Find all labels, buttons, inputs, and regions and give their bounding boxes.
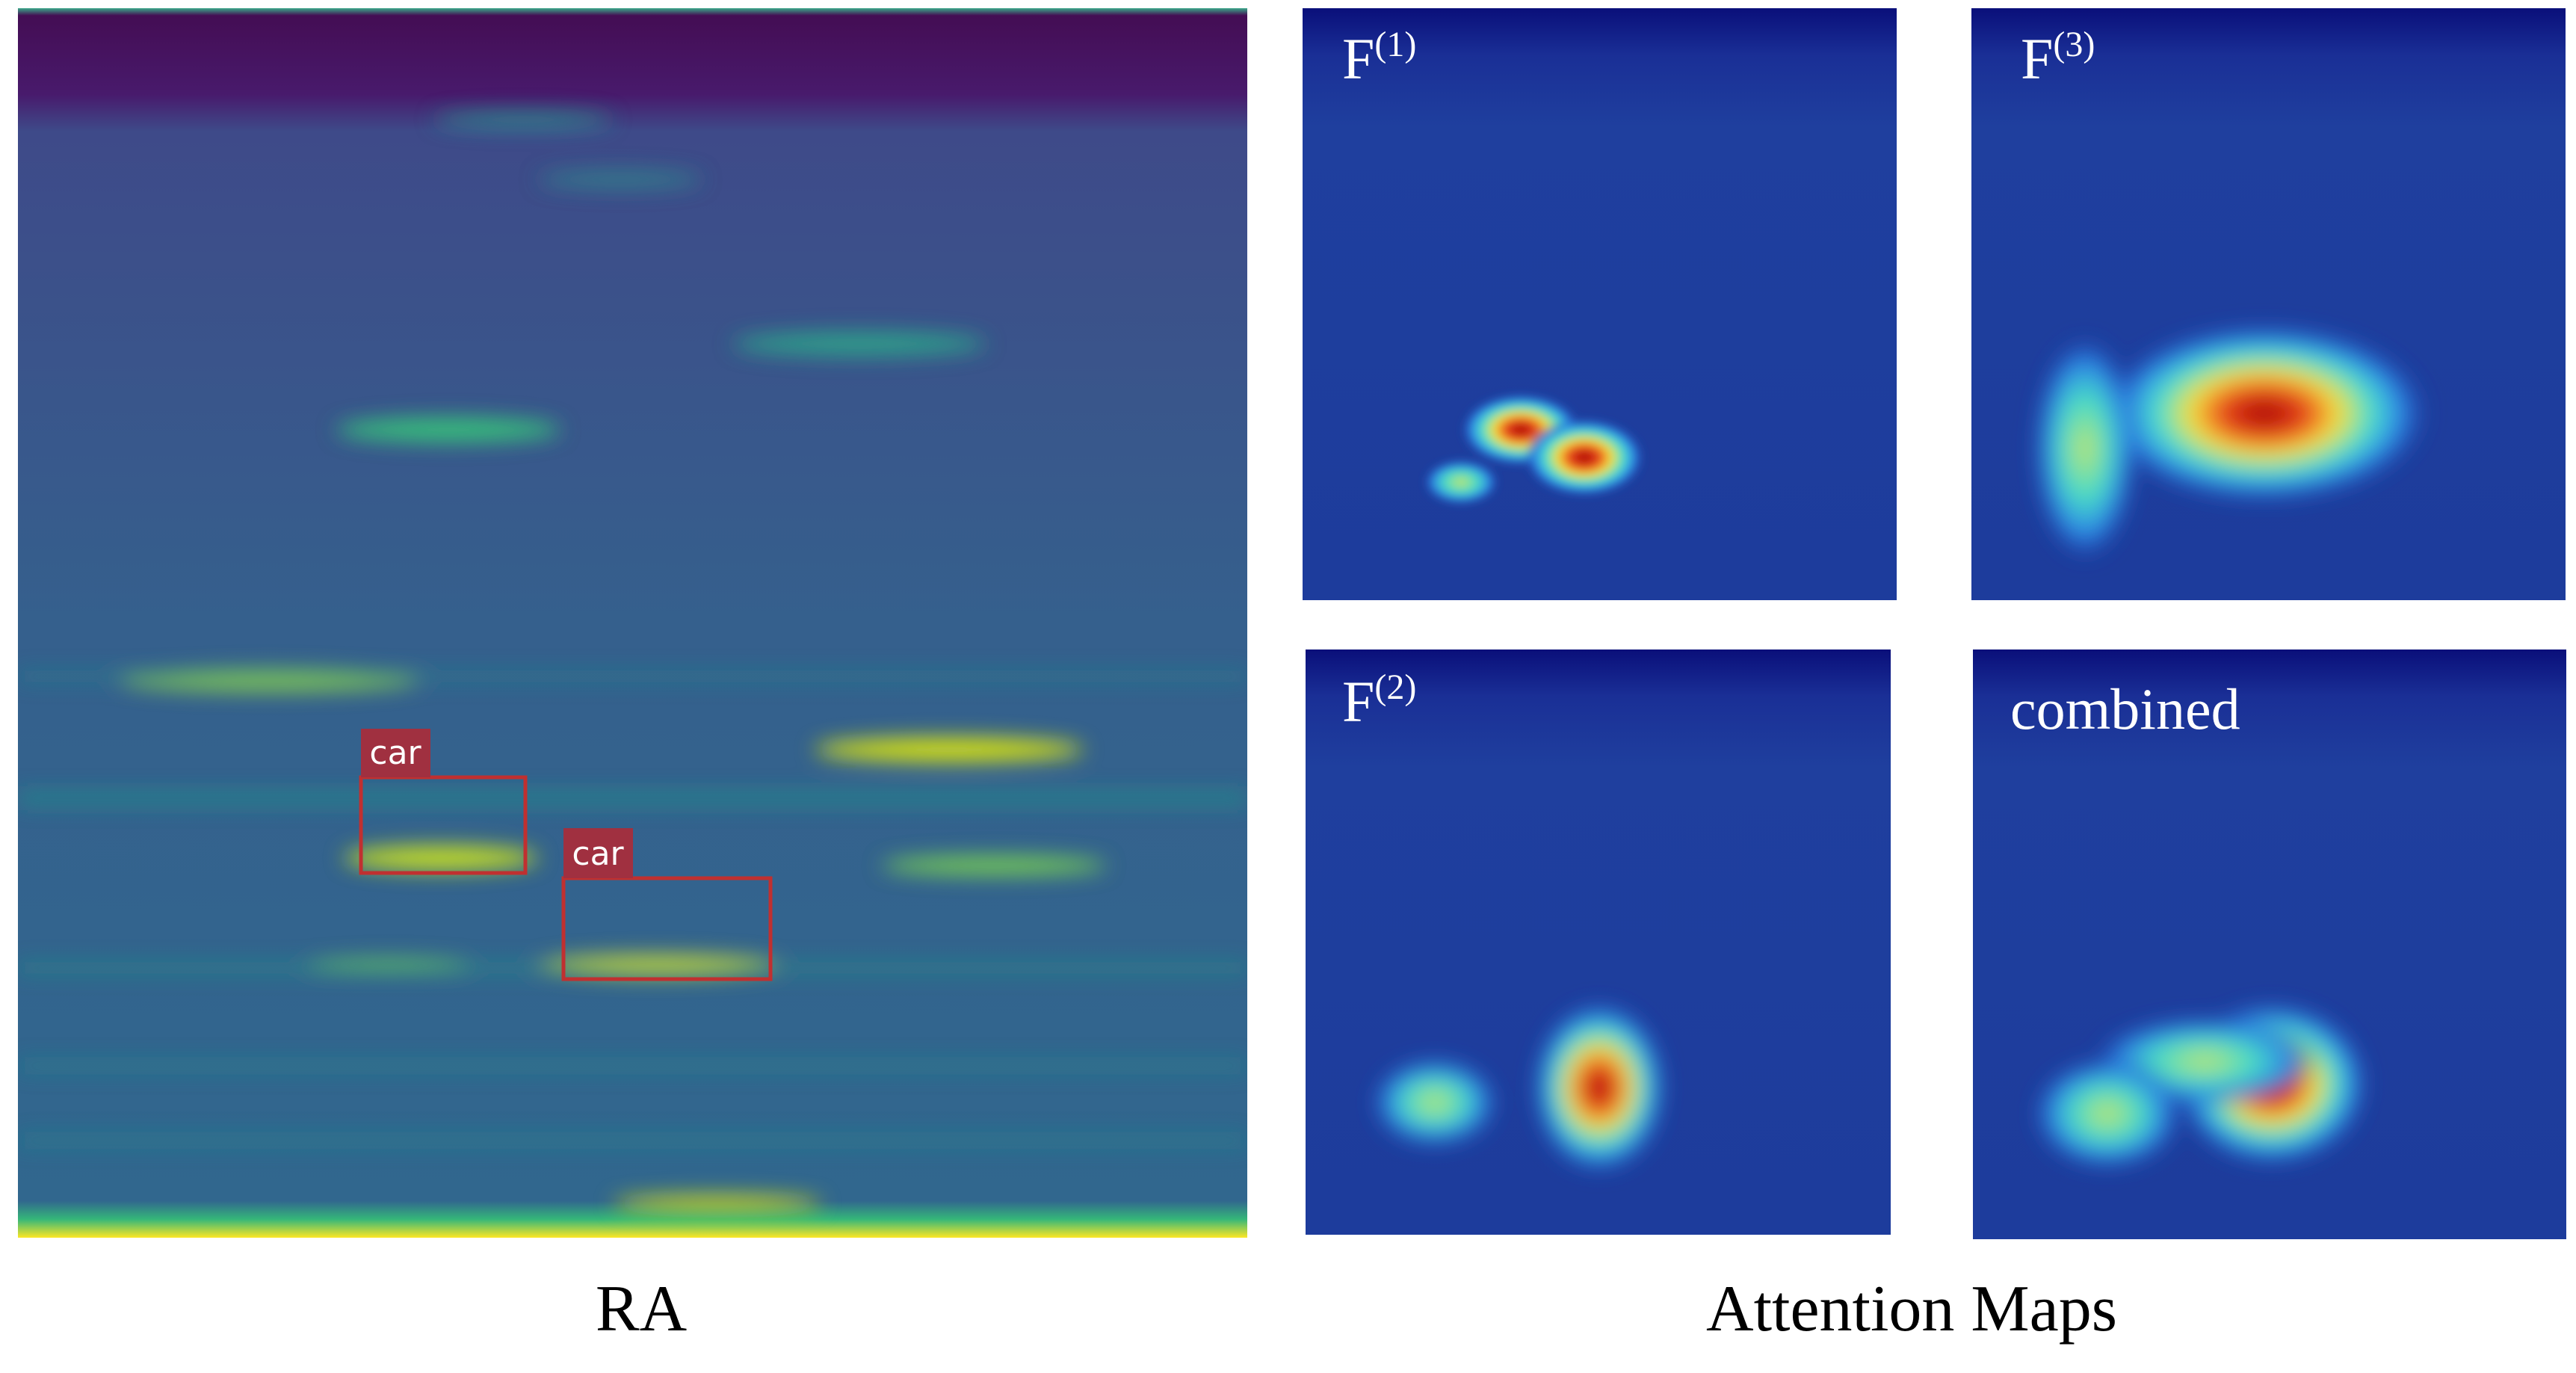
ra-heatmap: car car xyxy=(18,8,1247,1238)
caption: Attention Maps xyxy=(1706,1273,2117,1345)
map-label-part: (2) xyxy=(1374,667,1416,707)
map-label-part: F xyxy=(1342,669,1374,734)
attention-map: F(3) xyxy=(1971,8,2566,600)
detection-label: car xyxy=(572,835,624,873)
map-label: F(1) xyxy=(1342,25,1416,91)
attention-map: combined xyxy=(1973,650,2566,1239)
map-label-part: (3) xyxy=(2053,25,2095,64)
attention-map: F(2) xyxy=(1306,650,1891,1235)
map-label: F(3) xyxy=(2021,25,2095,91)
map-label-part: (1) xyxy=(1374,25,1416,64)
map-label: F(2) xyxy=(1342,667,1416,734)
map-label-part: F xyxy=(1342,26,1374,91)
detection-label: car xyxy=(369,734,421,772)
map-label-part: F xyxy=(2021,26,2053,91)
caption: RA xyxy=(596,1273,687,1345)
map-label: combined xyxy=(2010,676,2240,741)
attention-map: F(1) xyxy=(1303,8,1897,600)
